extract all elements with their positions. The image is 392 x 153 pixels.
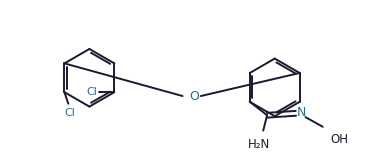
- Text: OH: OH: [330, 132, 348, 146]
- Text: Cl: Cl: [86, 87, 97, 97]
- Text: H₂N: H₂N: [248, 138, 270, 151]
- Text: O: O: [189, 90, 199, 103]
- Text: N: N: [297, 106, 306, 119]
- Text: Cl: Cl: [65, 108, 76, 118]
